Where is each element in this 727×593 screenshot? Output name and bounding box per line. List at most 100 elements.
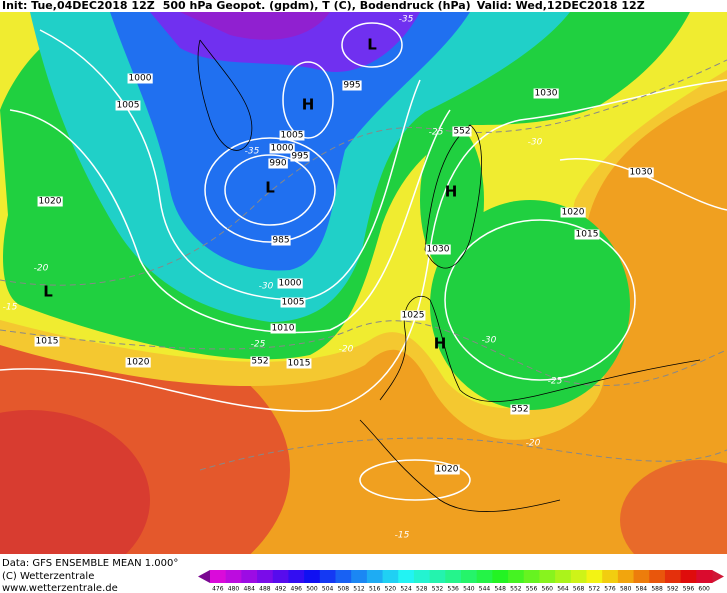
isobar-label-box: [574, 229, 600, 240]
colorbar-cell: [398, 570, 415, 583]
isobar-label: 1015: [36, 337, 59, 347]
colorbar-label: 572: [589, 586, 601, 593]
field-warm-east: [620, 460, 727, 580]
colorbar-label: 576: [604, 586, 616, 593]
field-warmest: [0, 410, 150, 590]
colorbar-left-arrow: [198, 570, 210, 583]
colorbar-cell: [429, 570, 446, 583]
geopotential-label: 552: [453, 127, 470, 137]
geopotential-label-box: [250, 356, 270, 367]
isobars: [0, 22, 727, 501]
temperature-label: -20: [526, 439, 541, 449]
colorbar-label: 568: [573, 586, 585, 593]
valid-time: Valid: Wed,12DEC2018 12Z: [477, 0, 645, 12]
colorbar-label: 584: [636, 586, 648, 593]
isobar-label-box: [125, 357, 151, 368]
isobar-label: 1030: [535, 89, 558, 99]
pressure-center: H: [434, 335, 447, 353]
colorbar-cell: [555, 570, 572, 583]
map-field: [0, 12, 727, 593]
isobar: [0, 79, 727, 412]
colorbar-cell: [539, 570, 556, 583]
pressure-center: L: [43, 283, 53, 301]
colorbar-cell: [461, 570, 478, 583]
isobar-label: 1030: [427, 245, 450, 255]
copyright: (C) Wetterzentrale: [2, 571, 94, 582]
colorbar-cell: [319, 570, 336, 583]
field-green-north: [420, 125, 484, 275]
header-bar: [0, 0, 727, 12]
isobar-label-box: [34, 336, 60, 347]
isobar-label: 1005: [281, 131, 304, 141]
coastlines: [197, 39, 701, 512]
isobar-label: 1005: [282, 298, 305, 308]
temperature-label: -25: [548, 377, 563, 387]
map-header: Init: Tue,04DEC2018 12Z 500 hPa Geopot. (…: [2, 0, 645, 12]
colorbar-cell: [413, 570, 431, 583]
colorbar-cell: [617, 570, 635, 583]
colorbar-label: 524: [400, 586, 412, 593]
geopotential-label-box: [510, 404, 530, 415]
isobar-label: 1020: [39, 197, 62, 207]
colorbar-cell: [382, 570, 399, 583]
colorbar-label: 496: [291, 586, 303, 593]
geopotential-label: 552: [511, 405, 528, 415]
colorbar-label: 484: [243, 586, 255, 593]
colorbar-cell: [492, 570, 509, 583]
colorbar-label: 528: [416, 586, 428, 593]
colorbar-label: 532: [432, 586, 444, 593]
colorbar-label: 600: [698, 586, 710, 593]
pressure-center: L: [265, 179, 275, 197]
colorbar-cell: [633, 570, 650, 583]
colorbar-label: 596: [683, 586, 695, 593]
colorbar-label: 476: [212, 586, 224, 593]
colorbar-label: 588: [651, 586, 663, 593]
pressure-center: L: [367, 36, 377, 54]
colorbar-cell: [366, 570, 384, 583]
colorbar-cell: [445, 570, 462, 583]
isobar-label-box: [277, 278, 303, 289]
isobar-label: 995: [291, 152, 308, 162]
temperature-label: -30: [259, 282, 274, 292]
isobar-label-box: [286, 358, 312, 369]
isobar-label-box: [127, 73, 153, 84]
colorbar-cell: [508, 570, 525, 583]
colorbar-cell: [680, 570, 697, 583]
colorbar-label: 512: [353, 586, 365, 593]
isobar-label-box: [271, 235, 291, 246]
colorbar-label: 480: [228, 586, 240, 593]
isobar-label: 995: [343, 81, 360, 91]
temperature-label: -15: [3, 303, 18, 313]
colorbar-cell: [649, 570, 666, 583]
isobar-label-box: [270, 323, 296, 334]
colorbar-label: 488: [259, 586, 271, 593]
field-blue: [110, 12, 470, 271]
colorbar-label: 516: [369, 586, 381, 593]
colorbar-cell: [696, 570, 713, 583]
isobar-label: 1020: [127, 358, 150, 368]
colorbar-cell: [570, 570, 587, 583]
colorbar-label: 508: [338, 586, 350, 593]
isobar-label-box: [560, 207, 586, 218]
colorbar-cell: [335, 570, 352, 583]
colorbar-label: 536: [447, 586, 459, 593]
temperature-label: -25: [251, 340, 266, 350]
temperature-label: -35: [399, 15, 414, 25]
isotherms: [0, 59, 727, 471]
colorbar-cell: [288, 570, 305, 583]
isobar-label-box: [425, 244, 451, 255]
isobar: [39, 29, 421, 301]
colorbar-label: 556: [526, 586, 538, 593]
colorbar-label: 564: [557, 586, 569, 593]
field-green-east: [430, 200, 630, 410]
isobar-label: 1000: [279, 279, 302, 289]
colorbar-cell: [664, 570, 682, 583]
colorbar-cell: [523, 570, 540, 583]
isobar-label-box: [533, 88, 559, 99]
isobar-label-box: [269, 143, 295, 154]
isobar-label: 1020: [436, 465, 459, 475]
isobar: [359, 459, 471, 501]
map-labels: 1000100599510051000995990103010301020101…: [3, 15, 654, 541]
colorbar-label: 520: [385, 586, 397, 593]
